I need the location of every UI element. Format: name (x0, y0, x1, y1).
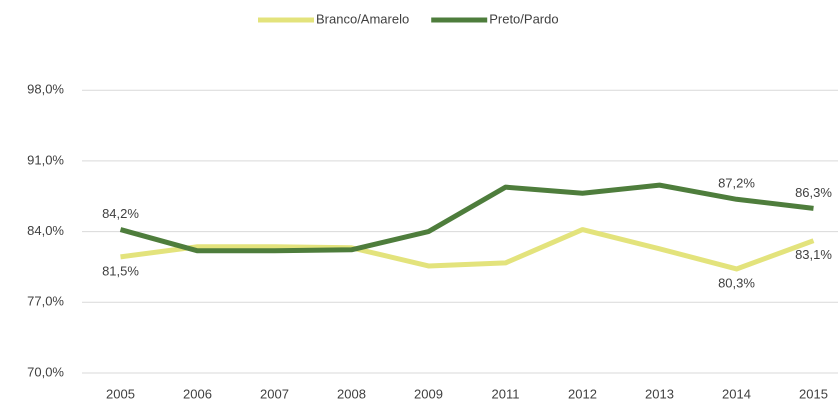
legend-label: Preto/Pardo (489, 11, 558, 26)
y-tick-label: 91,0% (27, 152, 64, 167)
x-tick-label: 2011 (492, 386, 520, 401)
x-tick-label: 2012 (568, 386, 597, 401)
data-label: 87,2% (718, 176, 755, 191)
series-line (120, 227, 815, 272)
x-tick-label: 2009 (414, 386, 443, 401)
series-line (119, 182, 814, 254)
data-label: 81,5% (102, 263, 139, 278)
data-label: 80,3% (718, 275, 755, 290)
data-label: 83,1% (795, 247, 832, 262)
y-tick-label: 70,0% (27, 364, 64, 379)
data-label: 84,2% (102, 206, 139, 221)
x-tick-label: 2015 (799, 386, 828, 401)
legend-label: Branco/Amarelo (316, 11, 409, 26)
y-tick-label: 98,0% (27, 82, 64, 97)
x-tick-label: 2013 (645, 386, 674, 401)
x-tick-label: 2008 (337, 386, 366, 401)
data-label: 86,3% (795, 185, 832, 200)
x-tick-label: 2014 (722, 386, 751, 401)
x-tick-label: 2007 (260, 386, 289, 401)
x-tick-label: 2005 (106, 386, 135, 401)
x-tick-label: 2006 (183, 386, 212, 401)
y-tick-label: 77,0% (27, 294, 64, 309)
y-tick-label: 84,0% (27, 223, 64, 238)
